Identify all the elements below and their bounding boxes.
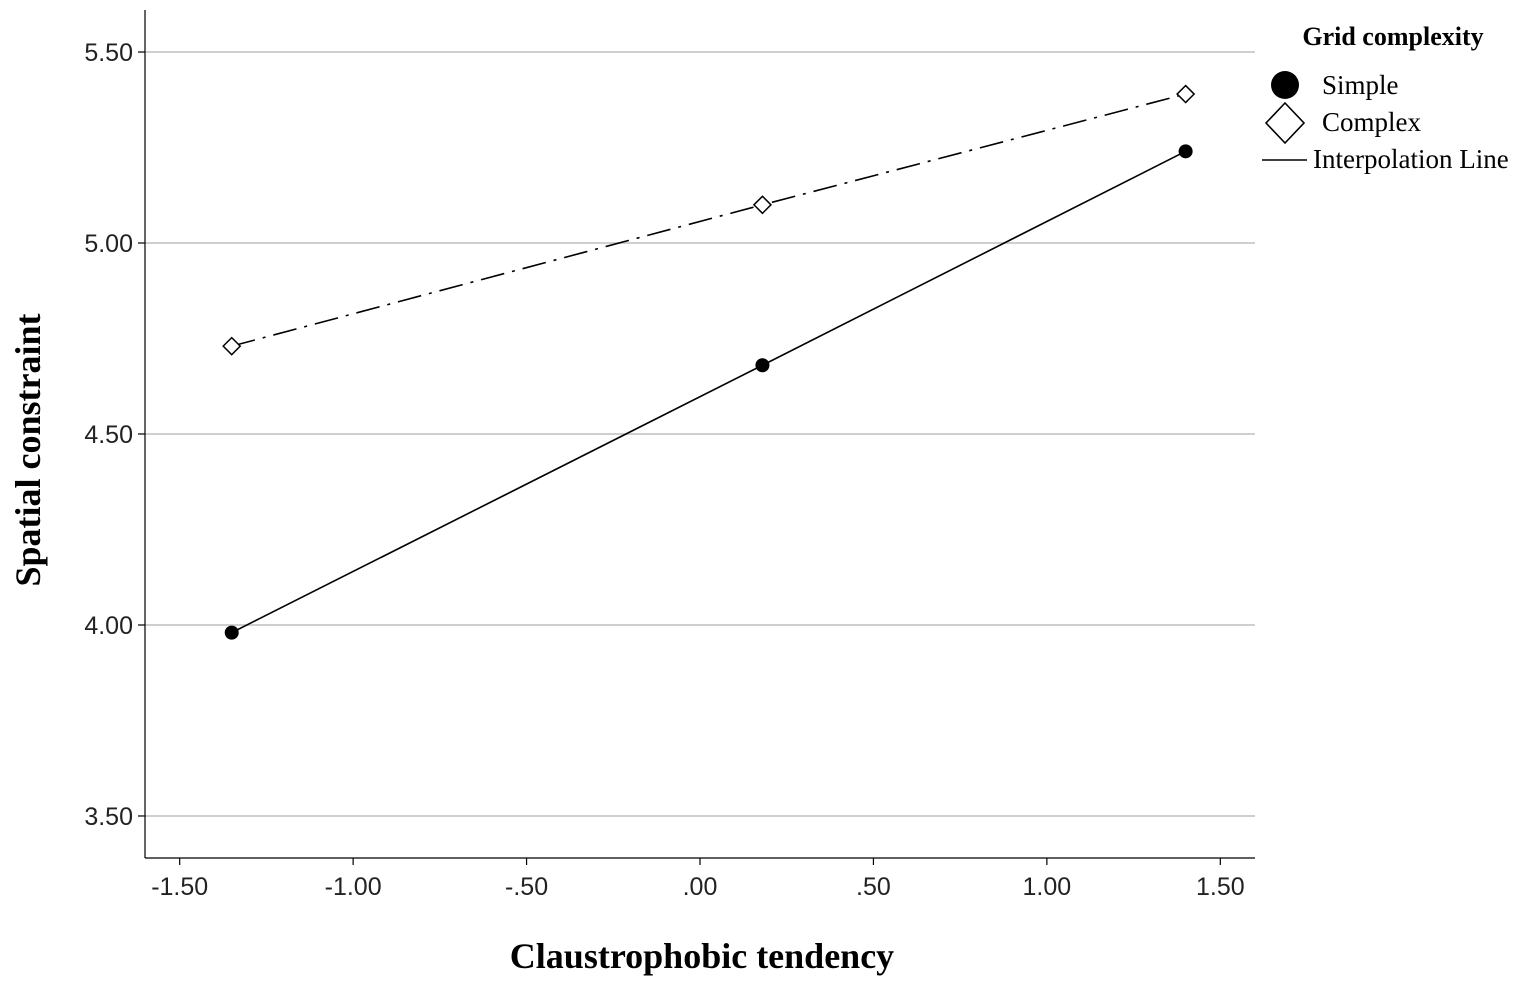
legend-simple-label: Simple — [1322, 70, 1399, 100]
y-tick-label: 3.50 — [84, 803, 133, 831]
legend-interpolation-label: Interpolation Line — [1313, 144, 1509, 174]
x-tick-label: 1.50 — [1196, 873, 1245, 901]
x-tick-label: -1.50 — [151, 873, 208, 901]
y-axis-title: Spatial constraint — [8, 313, 48, 586]
legend: Grid complexity Simple Complex Interpola… — [1262, 22, 1509, 174]
simple-data-point — [755, 358, 770, 373]
x-ticks: -1.50 -1.00 -.50 .00 .50 1.00 1.50 — [151, 858, 1245, 901]
y-ticks: 3.50 4.00 4.50 5.00 5.50 — [84, 39, 145, 831]
x-tick-label: 1.00 — [1023, 873, 1072, 901]
legend-title: Grid complexity — [1302, 22, 1483, 51]
gridlines — [145, 51, 1255, 817]
legend-complex-marker-icon — [1264, 101, 1306, 145]
x-tick-label: .00 — [683, 873, 718, 901]
y-tick-label: 4.50 — [84, 421, 133, 449]
simple-series-line — [231, 150, 1186, 634]
y-tick-label: 4.00 — [84, 612, 133, 640]
complex-data-point — [222, 336, 242, 356]
simple-data-point — [224, 625, 239, 640]
x-tick-label: -.50 — [505, 873, 548, 901]
x-axis-title: Claustrophobic tendency — [510, 936, 894, 976]
x-tick-label: .50 — [856, 873, 891, 901]
x-tick-label: -1.00 — [325, 873, 382, 901]
legend-simple-marker-icon — [1271, 71, 1299, 99]
legend-complex-label: Complex — [1322, 107, 1421, 137]
simple-data-point — [1178, 144, 1193, 159]
y-tick-label: 5.00 — [84, 230, 133, 258]
complex-data-point — [752, 195, 772, 215]
y-tick-label: 5.50 — [84, 39, 133, 67]
series-layer — [222, 84, 1196, 640]
complex-data-point — [1176, 84, 1196, 104]
complex-series-line — [231, 93, 1186, 347]
